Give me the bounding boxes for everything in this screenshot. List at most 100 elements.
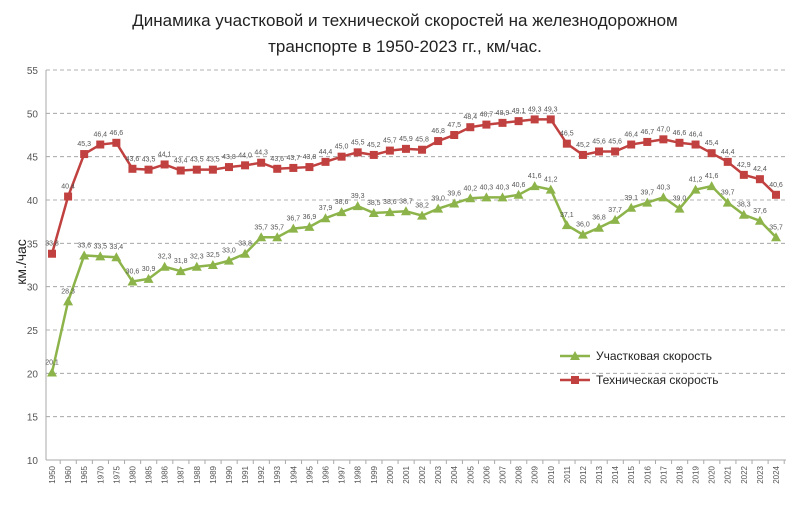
data-label: 43,4 [174, 158, 188, 165]
data-label: 45,2 [367, 142, 381, 149]
data-point-square [144, 165, 153, 174]
data-label: 40,6 [769, 182, 783, 189]
data-point-triangle [706, 181, 717, 191]
data-label: 39,1 [624, 195, 638, 202]
data-label: 41,2 [689, 177, 703, 184]
data-label: 43,5 [190, 157, 204, 164]
data-point-square [160, 160, 169, 169]
x-tick-label: 1989 [209, 465, 218, 483]
data-label: 45,9 [399, 136, 413, 143]
data-point-triangle [288, 223, 299, 233]
data-label: 43,6 [270, 156, 284, 163]
data-label: 32,3 [190, 254, 204, 261]
data-point-triangle [690, 184, 701, 194]
y-tick-label: 25 [27, 326, 39, 337]
data-point-triangle [771, 232, 781, 242]
data-point-square [675, 138, 684, 147]
data-point-square [208, 165, 217, 174]
data-label: 33,0 [222, 248, 236, 255]
data-point-triangle [481, 192, 492, 202]
x-tick-label: 2024 [772, 465, 781, 483]
x-tick-label: 1997 [338, 465, 347, 483]
data-label: 43,5 [142, 157, 156, 164]
data-point-triangle [594, 222, 605, 232]
data-point-square [755, 175, 764, 184]
data-point-triangle [529, 181, 540, 191]
x-tick-label: 1990 [225, 465, 234, 483]
data-label: 40,4 [61, 184, 75, 191]
data-point-triangle [63, 296, 74, 306]
data-label: 46,8 [431, 128, 445, 135]
data-point-triangle [159, 261, 170, 271]
data-label: 30,6 [126, 268, 140, 275]
data-point-square [385, 146, 394, 155]
x-tick-label: 1975 [112, 465, 121, 483]
x-tick-label: 2022 [740, 465, 749, 483]
data-point-square [562, 139, 571, 148]
x-tick-label: 2003 [434, 465, 443, 483]
data-point-square [498, 118, 507, 127]
data-label: 32,5 [206, 252, 220, 259]
x-tick-label: 2020 [708, 465, 717, 483]
x-tick-label: 2007 [498, 465, 507, 483]
data-label: 33,5 [93, 243, 107, 250]
data-point-triangle [433, 203, 444, 213]
y-tick-label: 35 [27, 239, 39, 250]
legend-triangle-marker [570, 351, 580, 360]
x-tick-label: 2009 [531, 465, 540, 483]
data-label: 41,6 [528, 173, 542, 180]
data-label: 44,1 [158, 151, 172, 158]
data-label: 36,8 [592, 215, 606, 222]
data-point-triangle [626, 202, 637, 212]
x-tick-label: 2012 [579, 465, 588, 483]
x-tick-label: 2023 [756, 465, 765, 483]
data-label: 43,7 [287, 155, 301, 162]
legend-label: Участковая скорость [596, 349, 712, 363]
x-tick-label: 1980 [128, 465, 137, 483]
data-label: 45,3 [77, 141, 91, 148]
data-label: 45,2 [576, 142, 590, 149]
data-label: 42,4 [753, 166, 767, 173]
data-point-square [224, 163, 233, 172]
data-label: 39,0 [431, 196, 445, 203]
data-label: 40,3 [657, 184, 671, 191]
data-point-square [450, 131, 459, 139]
data-point-triangle [449, 198, 460, 208]
data-label: 48,4 [463, 114, 477, 121]
data-label: 36,9 [303, 214, 317, 221]
x-tick-label: 1992 [257, 465, 266, 483]
y-tick-label: 40 [27, 196, 39, 207]
y-tick-label: 20 [27, 369, 39, 380]
data-label: 45,6 [592, 138, 606, 145]
data-point-square [482, 120, 491, 129]
data-point-triangle [47, 367, 57, 377]
data-point-square [289, 163, 298, 172]
x-tick-label: 2005 [466, 465, 475, 483]
data-point-triangle [722, 197, 733, 207]
x-tick-label: 1991 [241, 465, 250, 483]
data-label: 40,3 [480, 184, 494, 191]
data-label: 44,4 [319, 149, 333, 156]
data-label: 39,7 [721, 190, 735, 197]
data-point-square [707, 149, 716, 158]
data-point-triangle [497, 192, 508, 202]
data-label: 40,6 [512, 182, 526, 189]
data-point-square [691, 140, 700, 149]
data-label: 39,7 [640, 190, 654, 197]
data-point-square [546, 115, 555, 124]
data-point-triangle [417, 210, 428, 220]
data-point-square [96, 140, 105, 149]
data-label: 37,1 [560, 212, 574, 219]
x-tick-label: 2014 [611, 465, 620, 483]
data-point-triangle [465, 193, 476, 203]
data-point-square [128, 164, 137, 173]
data-label: 44,0 [238, 152, 252, 159]
x-tick-label: 1960 [64, 465, 73, 483]
data-point-triangle [256, 232, 267, 242]
data-label: 45,4 [705, 140, 719, 147]
x-tick-label: 2019 [692, 465, 701, 483]
data-label: 49,3 [544, 106, 558, 113]
data-label: 36,0 [576, 222, 590, 229]
data-point-square [305, 163, 314, 172]
data-point-triangle [79, 250, 90, 260]
